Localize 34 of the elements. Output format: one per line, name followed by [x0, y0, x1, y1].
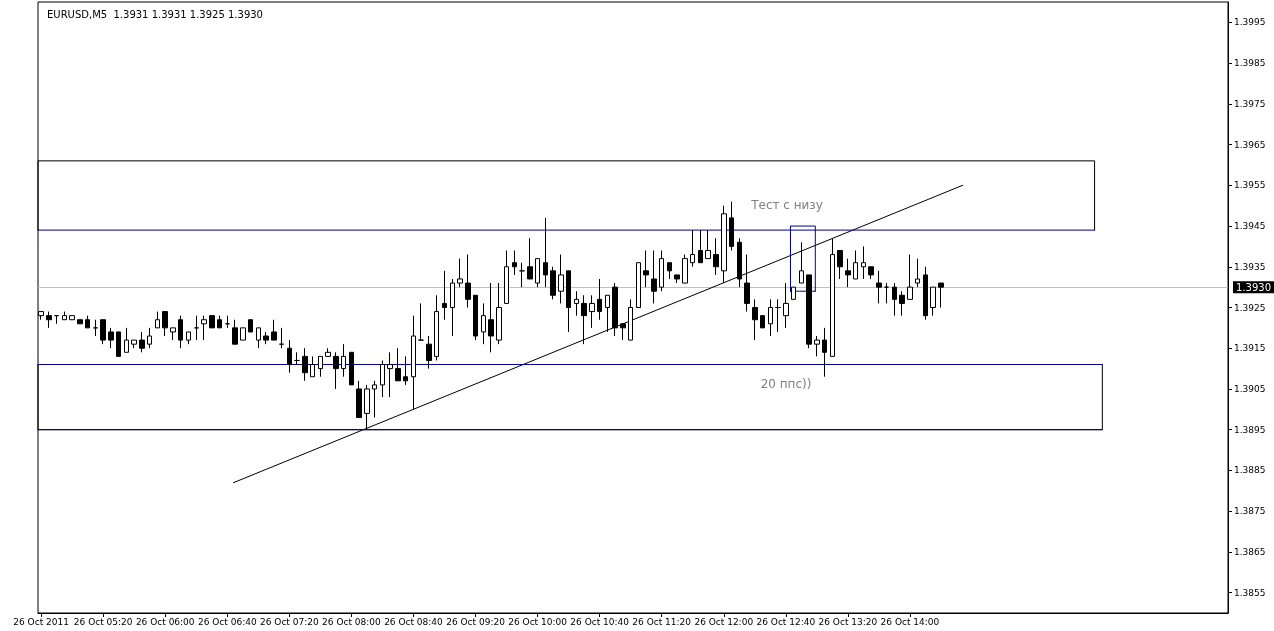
x-tick-label: 26 Oct 10:00	[508, 616, 568, 627]
annotation: Тест с низу	[750, 198, 823, 212]
x-tick-label: 26 Oct 06:40	[197, 616, 257, 627]
y-tick-label: 1.3975	[1234, 98, 1266, 109]
y-tick-label: 1.3925	[1234, 302, 1266, 313]
x-tick-label: 26 Oct 08:00	[322, 616, 382, 627]
y-tick-label: 1.3905	[1234, 383, 1266, 394]
y-tick-label: 1.3935	[1234, 261, 1266, 272]
y-tick-label: 1.3865	[1234, 546, 1266, 557]
text: EURUSD,M5 1.3931 1.3931 1.3925 1.3930	[47, 8, 263, 20]
x-tick-label: 26 Oct 13:20	[818, 616, 878, 627]
y-tick-label: 1.3885	[1234, 465, 1266, 476]
y-tick-label: 1.3945	[1234, 221, 1266, 232]
y-tick-label: 1.3895	[1234, 424, 1266, 435]
y-tick-label: 1.3855	[1234, 587, 1266, 598]
y-tick-label: 1.3875	[1234, 506, 1266, 517]
y-tick-label: 1.3955	[1234, 180, 1266, 191]
y-tick-label: 1.3995	[1234, 17, 1266, 28]
ref-line-label: 1.3930	[1236, 281, 1271, 293]
x-tick-label: 26 Oct 09:20	[446, 616, 506, 627]
x-tick-label: 26 Oct 12:40	[756, 616, 816, 627]
x-tick-label: 26 Oct 12:00	[694, 616, 754, 627]
x-tick-label: 26 Oct 08:40	[384, 616, 444, 627]
x-tick-label: 26 Oct 14:00	[880, 616, 940, 627]
y-tick-label: 1.3915	[1234, 343, 1266, 354]
x-tick-label: 26 Oct 2011	[13, 616, 69, 627]
annotation: 20 ппс))	[760, 377, 812, 391]
x-tick-label: 26 Oct 10:40	[570, 616, 630, 627]
x-tick-label: 26 Oct 05:20	[73, 616, 133, 627]
x-tick-label: 26 Oct 06:00	[135, 616, 195, 627]
x-tick-label: 26 Oct 07:20	[260, 616, 319, 627]
y-tick-label: 1.3985	[1234, 58, 1266, 69]
x-tick-label: 26 Oct 11:20	[632, 616, 692, 627]
y-tick-label: 1.3965	[1234, 139, 1266, 150]
